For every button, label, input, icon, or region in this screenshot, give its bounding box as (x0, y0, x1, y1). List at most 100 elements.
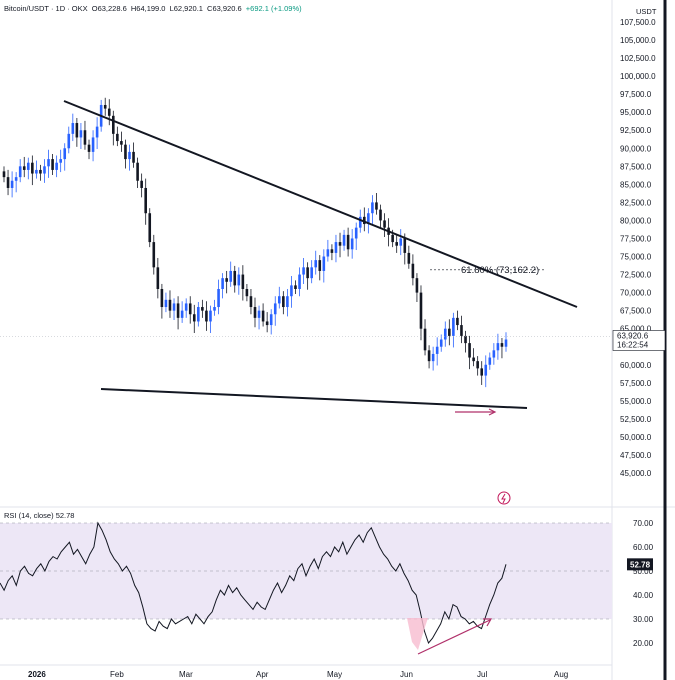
candle-body (140, 180, 143, 188)
candle-body (67, 133, 71, 149)
candle-body (26, 162, 30, 170)
price-tick-label: 47,500.0 (620, 451, 652, 460)
candle-body (504, 339, 508, 347)
candle-body (265, 321, 269, 326)
candle-body (71, 123, 75, 134)
ohlc-high: H64,199.0 (130, 4, 166, 13)
price-tick-label: 45,000.0 (620, 469, 652, 478)
price-tick-label: 102,500.0 (620, 54, 656, 63)
candle-body (229, 270, 233, 282)
candle-body (322, 256, 326, 271)
candle-body (245, 288, 249, 297)
candle-body (306, 267, 309, 279)
countdown-label: 16:22:54 (617, 340, 649, 349)
candle-body (391, 234, 394, 243)
candle-body (294, 285, 297, 289)
currency-label[interactable]: USDT (636, 7, 657, 16)
candle-body (439, 339, 443, 347)
rsi-value-tag (627, 558, 653, 571)
candle-body (379, 209, 382, 221)
price-tick-label: 77,500.0 (620, 234, 652, 243)
rsi-tick-label: 60.00 (633, 543, 654, 552)
candle-body (128, 151, 131, 160)
rsi-divergence-arrow (417, 619, 491, 655)
candle-body (152, 242, 156, 268)
rsi-oversold-fill (407, 618, 428, 650)
candle-body (55, 162, 58, 170)
candle-body (249, 296, 253, 308)
candle-body (314, 260, 318, 268)
last-price-label: 63,920.6 (617, 331, 649, 340)
candle-body (35, 169, 38, 174)
candle-body (261, 310, 265, 322)
candle-body (120, 141, 123, 145)
candle-body (346, 234, 350, 250)
candle-body (443, 328, 447, 340)
candle-body (144, 187, 147, 214)
candle-body (452, 317, 455, 336)
candle-body (375, 202, 378, 210)
candle-body (241, 274, 245, 289)
price-tick-label: 67,500.0 (620, 307, 652, 316)
candle-body (298, 274, 301, 289)
candle-body (407, 252, 411, 264)
rsi-header: RSI (14, close) 52.78 (4, 511, 74, 520)
candle-body (492, 350, 496, 358)
candle-body (39, 169, 42, 174)
candle-body (354, 227, 358, 239)
price-tick-label: 80,000.0 (620, 216, 652, 225)
candle-body (277, 296, 281, 304)
price-tick-label: 65,000.0 (620, 325, 652, 334)
price-tick-label: 90,000.0 (620, 144, 652, 153)
rsi-tick-label: 70.00 (633, 519, 654, 528)
ohlc-close: C63,920.6 (207, 4, 242, 13)
candle-body (136, 162, 139, 181)
candle-body (22, 166, 26, 170)
price-tick-label: 100,000.0 (620, 72, 656, 81)
rsi-label[interactable]: RSI (14, close) (4, 511, 54, 520)
candle-body (318, 260, 322, 271)
candle-body (468, 343, 471, 358)
candle-body (180, 310, 184, 318)
price-tick-label: 95,000.0 (620, 108, 652, 117)
rsi-tick-label: 50.00 (633, 567, 654, 576)
candle-body (290, 285, 293, 297)
time-tick-label: Jun (400, 670, 413, 679)
candle-body (176, 303, 180, 318)
price-tick-label: 85,000.0 (620, 180, 652, 189)
candle-body (282, 296, 285, 308)
candle-body (435, 346, 439, 354)
rsi-value-header: 52.78 (55, 511, 75, 520)
candle-body (488, 357, 492, 365)
candle-body (197, 307, 200, 322)
candle-body (103, 104, 107, 109)
candle-body (383, 220, 386, 228)
lightning-icon (501, 493, 506, 504)
time-tick-label: Jul (477, 670, 487, 679)
candle-body (350, 238, 354, 250)
symbol-label[interactable]: Bitcoin/USDT · 1D · OKX (4, 4, 88, 13)
candle-body (164, 299, 168, 308)
candle-body (31, 162, 34, 174)
candle-body (403, 238, 407, 253)
candle-body (456, 317, 459, 326)
divergence-arrow-head (488, 408, 497, 416)
rsi-tick-label: 20.00 (633, 639, 654, 648)
candle-body (472, 357, 475, 362)
candle-body (358, 216, 362, 228)
candle-body (14, 177, 18, 181)
time-tick-label: 2026 (28, 670, 46, 679)
price-tick-label: 52,500.0 (620, 415, 652, 424)
price-tick-label: 87,500.0 (620, 162, 652, 171)
candle-body (480, 368, 484, 376)
candle-body (87, 144, 91, 152)
candle-body (156, 267, 160, 289)
chart-header: Bitcoin/USDT · 1D · OKX O63,228.6 H64,19… (4, 4, 304, 13)
rsi-value-label: 52.78 (630, 560, 651, 569)
candle-body (476, 361, 479, 369)
candle-body (338, 242, 342, 246)
candle-body (237, 274, 241, 286)
price-tick-label: 60,000.0 (620, 361, 652, 370)
price-tick-label: 92,500.0 (620, 126, 652, 135)
